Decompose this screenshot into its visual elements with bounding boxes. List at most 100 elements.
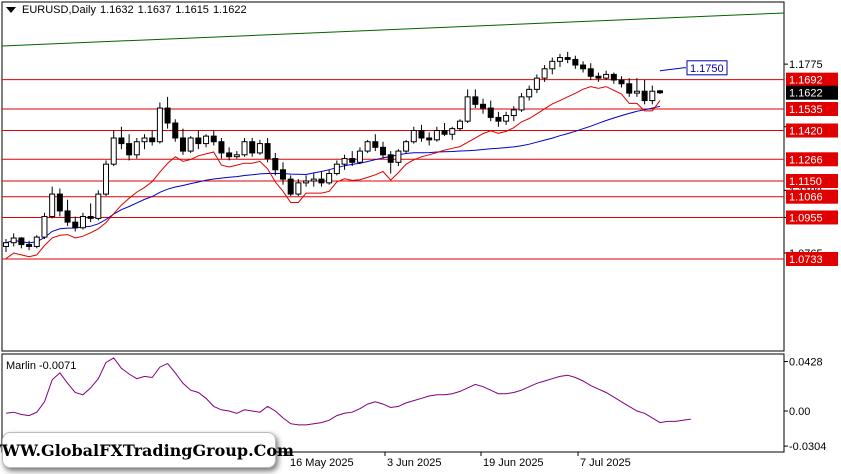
candle <box>633 90 640 94</box>
candle <box>18 237 25 246</box>
candle <box>657 90 663 94</box>
candle <box>233 154 240 158</box>
candle <box>72 221 79 229</box>
candle <box>556 57 563 62</box>
candle <box>95 193 102 219</box>
x-tick-label: 16 May 2025 <box>290 457 354 469</box>
candle <box>364 141 371 152</box>
ma-blue-line <box>5 105 661 244</box>
candle <box>395 150 402 163</box>
candle <box>649 90 656 102</box>
candle <box>241 141 248 156</box>
candle <box>33 236 40 247</box>
candle <box>641 90 648 102</box>
candle <box>441 130 448 135</box>
dropdown-triangle-icon[interactable] <box>6 7 16 13</box>
low-value: 1.1615 <box>175 4 209 16</box>
candle <box>387 154 394 163</box>
candle <box>610 73 617 81</box>
level-tag <box>786 210 838 225</box>
candle <box>449 128 456 135</box>
candle <box>495 116 502 122</box>
close-value: 1.1622 <box>212 4 247 16</box>
indicator-tick-label: 0.00 <box>789 406 810 418</box>
candle <box>141 137 148 143</box>
candle <box>318 178 325 184</box>
level-tag-label: 1.1692 <box>789 75 823 87</box>
symbol-label: EURUSD,Daily <box>22 4 96 16</box>
target-line <box>659 67 685 72</box>
trend-line <box>1 12 785 47</box>
level-tag <box>786 102 838 116</box>
level-tag-label: 1.1266 <box>789 154 823 166</box>
candle <box>433 130 440 141</box>
level-tag-label: 1.0733 <box>789 254 823 266</box>
candle <box>587 68 594 77</box>
candle <box>287 178 294 195</box>
candle <box>218 141 225 154</box>
candle <box>326 173 333 184</box>
indicator-label: Marlin -0.0071 <box>6 360 77 372</box>
candle <box>41 216 48 238</box>
candle <box>118 137 125 145</box>
candle <box>341 158 348 165</box>
candle <box>618 79 625 85</box>
candle <box>103 163 110 195</box>
candle <box>426 137 433 141</box>
candle <box>541 68 548 79</box>
candle <box>349 158 356 163</box>
candle <box>572 58 579 66</box>
candle <box>3 242 9 247</box>
candle <box>595 75 602 79</box>
candle <box>603 73 610 79</box>
target-label: 1.1750 <box>690 63 724 75</box>
candle <box>10 237 17 244</box>
candle <box>295 182 302 195</box>
candle <box>179 137 186 152</box>
candle <box>187 137 194 152</box>
candle <box>518 96 525 111</box>
candle <box>418 130 425 139</box>
x-tick-label: 7 Jul 2025 <box>580 457 631 469</box>
candle <box>49 193 56 218</box>
candle <box>56 193 63 212</box>
ma-red-line <box>5 86 661 260</box>
indicator-tick-label: 0.0428 <box>789 357 823 369</box>
candle <box>256 143 263 154</box>
candle <box>26 244 33 247</box>
candle <box>133 141 140 156</box>
candle <box>549 60 556 70</box>
level-tag <box>786 72 838 87</box>
x-tick-label: 19 Jun 2025 <box>483 457 544 469</box>
candle <box>172 122 179 139</box>
candle <box>226 152 233 158</box>
open-value: 1.1632 <box>99 4 134 16</box>
candle <box>64 210 71 223</box>
level-tag-label: 1.1420 <box>789 126 823 138</box>
candle <box>580 64 587 70</box>
level-tag-label: 1.1150 <box>789 176 822 188</box>
level-tag <box>786 123 838 138</box>
candle <box>510 109 517 117</box>
candle <box>403 141 410 152</box>
marlin-line <box>5 357 691 426</box>
candle <box>480 103 487 109</box>
price-tick-label: 1.1775 <box>789 59 823 71</box>
candle <box>203 135 210 145</box>
candle <box>126 143 133 156</box>
candle <box>464 96 471 122</box>
candle <box>472 96 479 105</box>
candle <box>149 137 156 143</box>
candle <box>456 120 463 130</box>
candle <box>487 107 494 118</box>
candle <box>533 77 540 90</box>
candle <box>79 216 86 229</box>
candle <box>110 137 117 165</box>
x-tick-label: 3 Jun 2025 <box>387 457 441 469</box>
candle <box>526 88 533 98</box>
candle <box>303 180 310 184</box>
candle <box>503 115 510 122</box>
level-tag-label: 1.1535 <box>789 104 823 116</box>
main-panel-frame <box>1 1 785 352</box>
